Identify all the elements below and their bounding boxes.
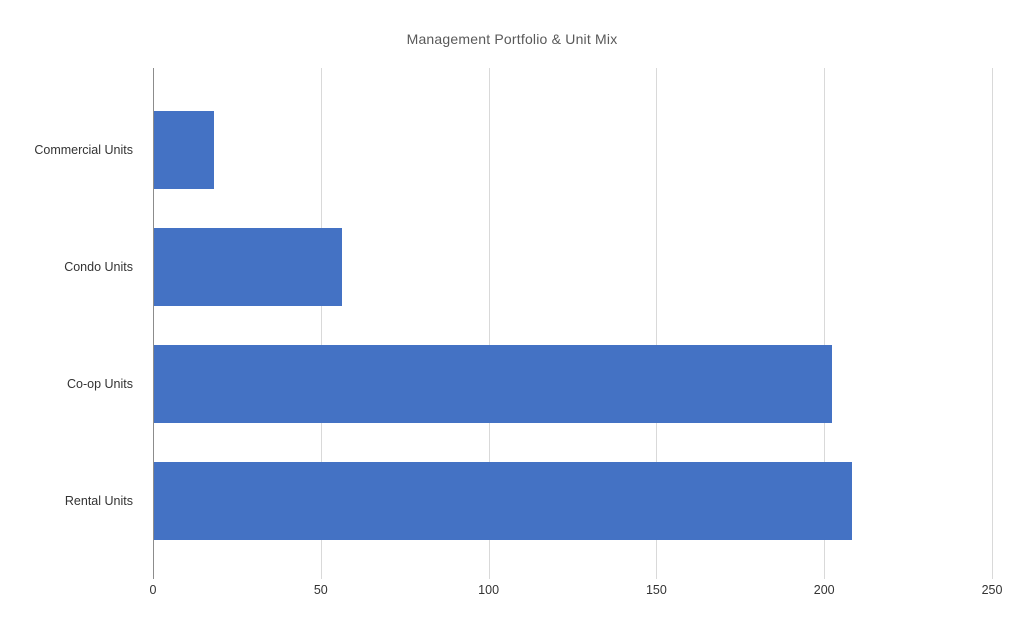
gridline xyxy=(992,68,993,579)
x-tick-label: 250 xyxy=(981,583,1003,597)
bar-rental-units xyxy=(154,462,853,540)
chart-title: Management Portfolio & Unit Mix xyxy=(406,31,618,47)
category-label: Condo Units xyxy=(64,260,133,274)
x-tick-label: 50 xyxy=(313,583,328,597)
gridline xyxy=(656,68,658,579)
x-tick-label: 200 xyxy=(813,583,835,597)
x-tick-label: 100 xyxy=(478,583,500,597)
category-label: Rental Units xyxy=(64,494,133,508)
bar-commercial-units xyxy=(154,111,215,189)
gridline xyxy=(320,68,322,579)
bar-condo-units xyxy=(154,228,342,306)
gridline xyxy=(488,68,490,579)
bar-co-op-units xyxy=(154,345,832,423)
category-axis-line xyxy=(153,68,154,579)
category-label: Commercial Units xyxy=(34,143,133,157)
category-label: Co-op Units xyxy=(67,377,133,391)
x-tick-label: 150 xyxy=(645,583,667,597)
x-tick-label: 0 xyxy=(149,583,157,597)
plot-area xyxy=(153,68,993,579)
gridline xyxy=(824,68,826,579)
